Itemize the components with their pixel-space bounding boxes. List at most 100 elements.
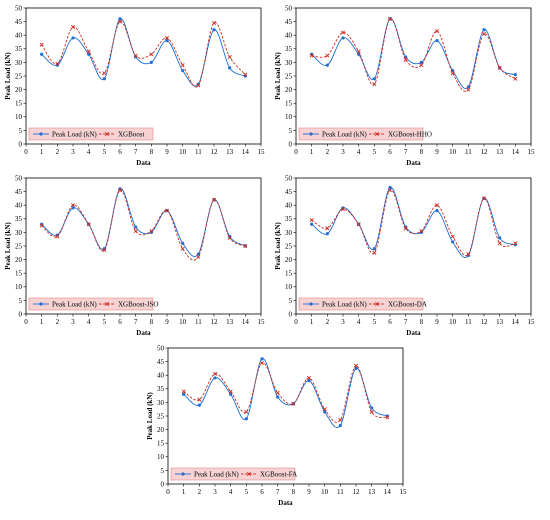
y-axis-title: Peak Load (kN)	[4, 222, 12, 270]
x-tick-label: 1	[310, 148, 314, 156]
data-point-actual	[134, 225, 138, 229]
data-point-actual	[182, 392, 186, 396]
legend-marker-predicted	[246, 471, 252, 477]
data-point-actual	[181, 68, 185, 73]
data-point-predicted	[196, 254, 201, 259]
data-point-predicted	[227, 235, 232, 240]
data-point-actual	[338, 423, 342, 428]
legend-label-actual: Peak Load (kN)	[322, 300, 367, 308]
x-tick-label: 4	[357, 148, 361, 156]
y-tick-label: 20	[285, 256, 293, 264]
legend-marker-predicted	[374, 131, 380, 137]
x-tick-label: 12	[211, 318, 219, 326]
data-point-predicted	[385, 415, 390, 420]
x-tick-label: 6	[118, 318, 122, 326]
y-tick-label: 45	[15, 188, 23, 196]
x-tick-label: 0	[24, 318, 28, 326]
data-point-predicted	[55, 61, 60, 66]
legend-label-predicted: XGBoost-FA	[260, 470, 297, 478]
y-tick-label: 30	[15, 229, 23, 237]
x-tick-label: 15	[258, 318, 266, 326]
x-tick-label: 15	[258, 148, 266, 156]
x-tick-label: 4	[87, 318, 91, 326]
data-point-predicted	[325, 226, 330, 231]
plot-frame	[25, 7, 262, 145]
x-tick-label: 11	[337, 488, 344, 496]
y-tick-label: 45	[15, 18, 23, 26]
y-tick-label: 50	[157, 344, 165, 352]
data-point-predicted	[419, 63, 424, 68]
data-point-predicted	[39, 223, 44, 228]
data-point-predicted	[372, 82, 377, 87]
legend-label-predicted: XGBoost-JSO	[118, 300, 158, 308]
legend-marker-predicted	[374, 301, 380, 307]
data-point-predicted	[306, 375, 312, 380]
x-tick-label: 8	[292, 488, 296, 496]
x-tick-label: 9	[435, 318, 439, 326]
data-point-predicted	[497, 241, 502, 246]
legend-marker-predicted	[104, 301, 110, 307]
data-point-actual	[451, 240, 455, 244]
data-point-predicted	[164, 208, 170, 213]
y-tick-label: 35	[15, 45, 23, 53]
x-tick-label: 12	[481, 148, 489, 156]
y-tick-label: 45	[285, 188, 293, 196]
data-point-predicted	[133, 53, 138, 58]
data-point-predicted	[369, 409, 374, 414]
y-tick-label: 45	[157, 358, 165, 366]
data-point-actual	[40, 52, 44, 56]
y-tick-label: 25	[15, 242, 23, 250]
data-point-predicted	[102, 248, 107, 253]
x-tick-label: 15	[400, 488, 408, 496]
data-point-predicted	[180, 246, 185, 251]
x-tick-label: 5	[373, 318, 377, 326]
data-point-predicted	[356, 222, 361, 227]
chart-panel-2: 0 1 2 3 4 5 6 7 8 9 10 11 12 13 14 15051015202530354045…	[274, 4, 535, 167]
x-tick-label: 2	[56, 148, 60, 156]
legend-label-predicted: XGBoost-DA	[388, 300, 427, 308]
x-tick-label: 11	[195, 148, 202, 156]
data-point-predicted	[197, 397, 202, 402]
data-point-predicted	[322, 407, 327, 412]
data-point-predicted	[513, 241, 518, 246]
data-point-actual	[213, 376, 217, 380]
x-tick-label: 0	[24, 148, 28, 156]
x-tick-label: 1	[40, 318, 44, 326]
data-point-predicted	[39, 42, 44, 47]
x-tick-label: 13	[496, 318, 504, 326]
x-tick-label: 3	[213, 488, 217, 496]
x-tick-label: 0	[166, 488, 170, 496]
y-tick-label: 0	[19, 310, 23, 318]
y-tick-label: 15	[157, 440, 165, 448]
x-tick-label: 13	[226, 148, 234, 156]
data-point-predicted	[387, 188, 393, 193]
data-point-predicted	[450, 71, 455, 76]
data-point-predicted	[55, 234, 60, 239]
x-tick-label: 11	[465, 148, 472, 156]
y-tick-label: 25	[15, 72, 23, 80]
x-tick-label: 15	[528, 318, 536, 326]
x-tick-label: 9	[435, 148, 439, 156]
data-point-predicted	[228, 389, 233, 394]
legend-box	[298, 297, 424, 311]
x-tick-label: 6	[260, 488, 264, 496]
y-tick-label: 30	[15, 59, 23, 67]
y-tick-label: 30	[285, 59, 293, 67]
data-point-predicted	[450, 234, 455, 239]
x-tick-label: 7	[276, 488, 280, 496]
x-axis-title: Data	[136, 159, 151, 167]
chart-panel-5: 0 1 2 3 4 5 6 7 8 9 10 11 12 13 14 15051015202530354045…	[146, 344, 407, 507]
y-axis-title: Peak Load (kN)	[4, 52, 12, 100]
data-point-actual	[419, 60, 423, 64]
y-tick-label: 0	[19, 140, 23, 148]
legend-label-actual: Peak Load (kN)	[322, 130, 367, 138]
x-tick-label: 12	[481, 318, 489, 326]
chart-panel-1: 0 1 2 3 4 5 6 7 8 9 10 11 12 13 14 15051015202530354045…	[4, 4, 265, 167]
legend-marker-actual	[181, 472, 185, 476]
y-tick-label: 35	[15, 215, 23, 223]
x-tick-label: 3	[341, 318, 345, 326]
data-point-actual	[370, 406, 374, 410]
x-tick-label: 2	[198, 488, 202, 496]
y-tick-label: 10	[15, 113, 23, 121]
